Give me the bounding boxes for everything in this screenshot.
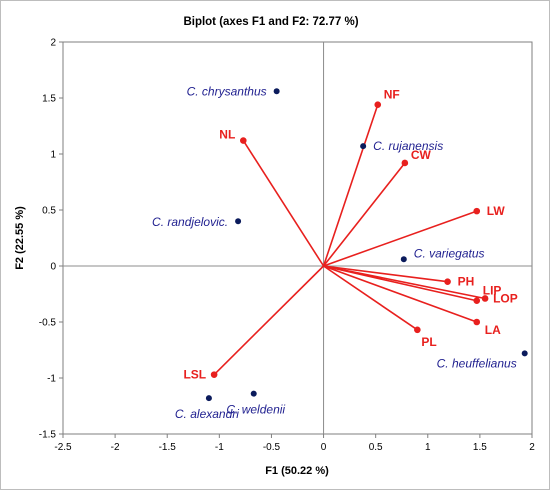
variable-label: LIP xyxy=(483,284,502,298)
x-tick-label: -0.5 xyxy=(263,442,281,453)
y-tick-label: 2 xyxy=(50,38,56,49)
observation-point xyxy=(521,350,528,357)
variable-vector xyxy=(213,265,325,376)
observation-label: C. randjelovic. xyxy=(152,215,228,229)
variable-label: LOP xyxy=(493,291,518,305)
observation-point xyxy=(273,88,280,95)
variable-point xyxy=(473,318,481,326)
variable-vector xyxy=(242,140,325,267)
variable-point xyxy=(240,137,247,144)
variable-point xyxy=(414,326,421,334)
y-tick-label: 1.5 xyxy=(42,94,56,105)
observation-label: C. heuffelianus xyxy=(437,356,517,370)
chart-title: Biplot (axes F1 and F2: 72.77 %) xyxy=(183,16,358,28)
variable-vector xyxy=(322,162,406,267)
variable-vector xyxy=(323,265,478,323)
x-tick-label: 1.5 xyxy=(473,442,487,453)
variable-label: LSL xyxy=(183,368,206,382)
variable-label: PH xyxy=(458,275,475,289)
variable-vector xyxy=(323,265,448,283)
observation-label: C. variegatus xyxy=(414,246,485,260)
variable-vector xyxy=(322,104,379,267)
variable-label: NL xyxy=(219,128,235,142)
y-tick-label: -1.5 xyxy=(39,430,57,441)
observation-point xyxy=(250,390,257,397)
observation-point xyxy=(400,256,407,263)
x-tick-label: 0.5 xyxy=(369,442,383,453)
variable-point xyxy=(473,207,481,215)
variable-point xyxy=(444,278,451,285)
variable-point xyxy=(210,371,218,378)
axes-group xyxy=(63,42,532,434)
y-tick-label: -1 xyxy=(47,374,56,385)
variable-label: NF xyxy=(384,88,400,102)
y-axis-title: F2 (22.55 %) xyxy=(14,206,26,270)
x-tick-label: -2.5 xyxy=(54,442,72,453)
observation-label: C. rujanensis xyxy=(373,139,443,153)
variable-label: LW xyxy=(487,204,506,218)
variable-point xyxy=(481,295,489,302)
x-tick-labels: -2.5 -2 -1.5 -1 -0.5 0 0.5 1 1.5 2 xyxy=(54,434,535,453)
observation-label: C. chrysanthus xyxy=(187,84,267,98)
variable-vector xyxy=(323,265,418,331)
variable-vector xyxy=(323,265,477,302)
observation-label: C. weldenii xyxy=(226,403,285,417)
observation-label: C. alexandri xyxy=(175,407,239,421)
variable-point xyxy=(401,159,409,167)
variable-vector xyxy=(323,210,478,267)
x-tick-label: 2 xyxy=(529,442,535,453)
observation-points: C. chrysanthus C. rujanensis C. randjelovi… xyxy=(152,84,528,421)
x-tick-label: 0 xyxy=(321,442,327,453)
observation-point xyxy=(235,218,242,225)
x-tick-label: -1.5 xyxy=(159,442,177,453)
observation-point xyxy=(205,395,212,402)
plot-area xyxy=(62,41,533,435)
y-tick-label: -0.5 xyxy=(39,318,57,329)
x-tick-label: -1 xyxy=(215,442,224,453)
variable-point xyxy=(473,297,481,305)
x-axis-title: F1 (50.22 %) xyxy=(265,465,329,477)
x-tick-label: -2 xyxy=(111,442,120,453)
variable-label: LA xyxy=(485,323,501,337)
variable-label: CW xyxy=(411,148,432,162)
x-tick-label: 1 xyxy=(425,442,431,453)
y-tick-label: 0 xyxy=(50,262,56,273)
variable-label: PL xyxy=(421,335,436,349)
variable-point xyxy=(374,101,382,109)
y-tick-label: 0.5 xyxy=(42,206,56,217)
y-tick-labels: -1.5 -1 -0.5 0 0.5 1 1.5 2 xyxy=(39,38,63,441)
observation-point xyxy=(360,143,367,150)
y-tick-label: 1 xyxy=(50,150,56,161)
